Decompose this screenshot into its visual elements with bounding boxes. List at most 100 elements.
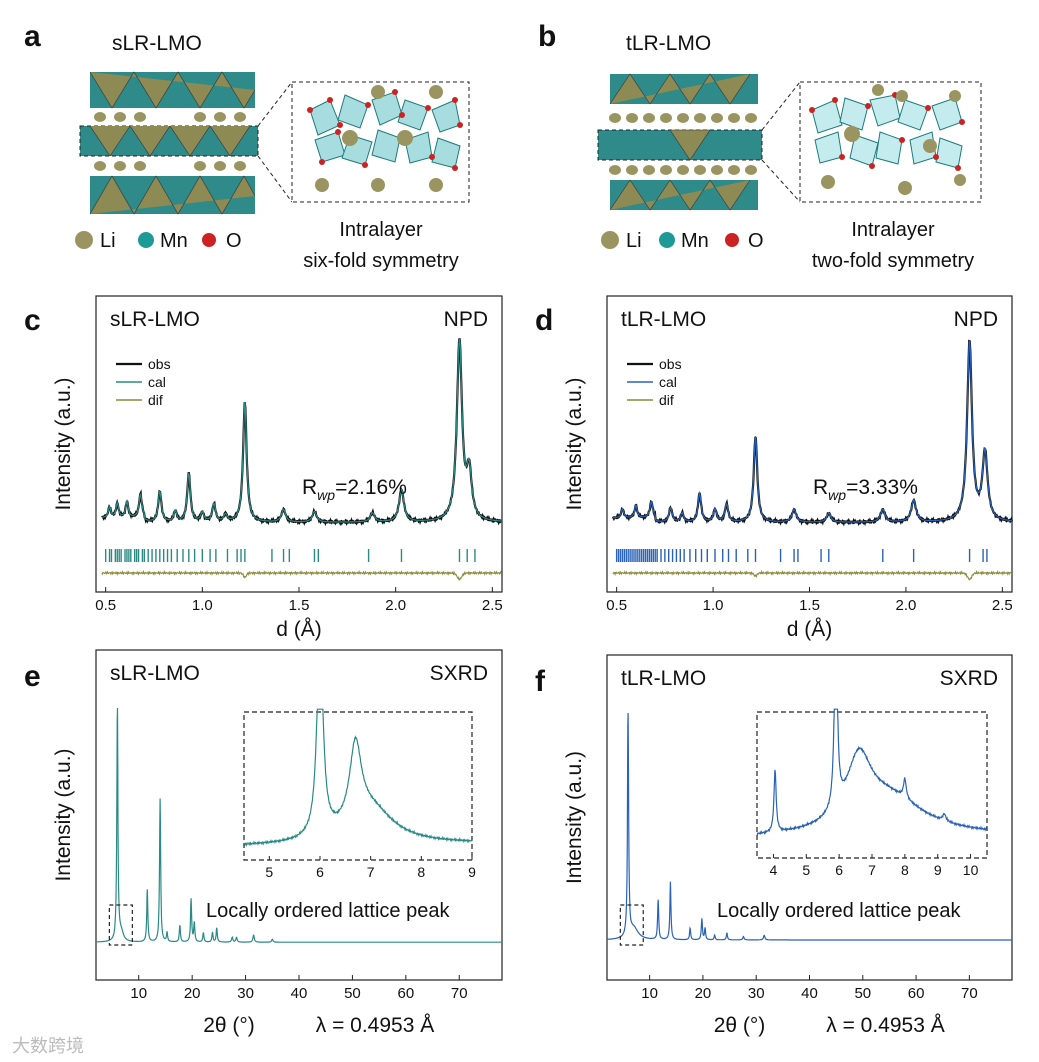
panel-a-caption-line2: six-fold symmetry: [303, 250, 459, 272]
panel-b-letter: b: [538, 20, 556, 53]
x-tick-label: 50: [854, 985, 871, 1002]
x-tick-label: 10: [641, 985, 658, 1002]
panel-e-letter: e: [24, 660, 41, 693]
x-tick-label: 1.0: [703, 597, 724, 614]
li-layer-atoms: [609, 113, 757, 175]
legend-label-dif: dif: [659, 392, 674, 408]
panel-b: b tLR-LMO: [538, 20, 982, 272]
inset-x-tick-label: 9: [934, 862, 942, 878]
x-tick-label: 50: [344, 985, 361, 1002]
inset-frame: [243, 711, 473, 861]
rwp-annotation: Rwp=2.16%: [302, 476, 407, 503]
x-axis-label: 2θ (°): [714, 1014, 766, 1037]
zoom-line-bottom: [257, 155, 293, 203]
y-axis-label: Intensity (a.u.): [563, 377, 586, 510]
locally-ordered-note: Locally ordered lattice peak: [206, 900, 450, 922]
inset-x-tick-label: 6: [835, 862, 843, 878]
legend-label-obs: obs: [148, 356, 171, 372]
inset-x-tick-label: 7: [367, 864, 375, 880]
legend-label-dif: dif: [148, 392, 163, 408]
panel-b-caption-line1: Intralayer: [851, 219, 935, 241]
watermark: 大数跨境: [12, 1036, 84, 1057]
mn-atom-icon: [138, 232, 154, 248]
x-tick-label: 2.0: [895, 597, 916, 614]
x-tick-label: 2.5: [482, 597, 503, 614]
inset-x-tick-label: 7: [868, 862, 876, 878]
inset-x-tick-label: 4: [770, 862, 778, 878]
y-axis-label: Intensity (a.u.): [52, 377, 75, 510]
panel-a-caption-line1: Intralayer: [339, 219, 423, 241]
series-sxrd: [607, 712, 1012, 941]
legend-mn: Mn: [681, 230, 709, 252]
x-axis-label: d (Å): [787, 618, 833, 641]
panel-a-crystal-structure: [79, 71, 259, 215]
rwp-annotation: Rwp=3.33%: [813, 476, 918, 503]
panel-a-six-fold-network: [307, 85, 463, 192]
inset-x-tick-label: 5: [265, 864, 273, 880]
panel-b-title: tLR-LMO: [626, 32, 711, 55]
mn-atom-icon: [659, 232, 675, 248]
panel-f-letter: f: [535, 665, 546, 698]
legend-li: Li: [626, 230, 642, 252]
panel-a-atom-legend: Li Mn O: [75, 230, 242, 252]
x-tick-label: 60: [908, 985, 925, 1002]
legend-li: Li: [100, 230, 116, 252]
panel-b-crystal-structure: [597, 73, 763, 211]
panel-b-caption-line2: two-fold symmetry: [812, 250, 974, 272]
series-cal: [101, 338, 503, 523]
x-tick-label: 1.5: [799, 597, 820, 614]
panel-a: a sLR-LMO: [24, 20, 470, 272]
low-angle-highlight-box: [108, 904, 133, 946]
low-angle-highlight-box: [619, 904, 644, 946]
chart-technique-title: NPD: [444, 308, 488, 331]
inset-series: [756, 708, 988, 836]
chart-e-sxrd-slr: 10 20 30 40 50 60 70 Intensity (a.u.) sLR-LMO SXR…: [52, 649, 503, 1037]
chart-sample-title: tLR-LMO: [621, 308, 706, 331]
li-atom-icon: [75, 231, 93, 249]
x-tick-label: 1.5: [289, 597, 310, 614]
x-tick-label: 40: [291, 985, 308, 1002]
wavelength-label: λ = 0.4953 Å: [826, 1014, 945, 1037]
legend-label-obs: obs: [659, 356, 682, 372]
x-tick-label: 70: [961, 985, 978, 1002]
plot-frame: [95, 295, 503, 593]
chart-sample-title: tLR-LMO: [621, 667, 706, 690]
legend-o: O: [226, 230, 242, 252]
series-cal: [612, 340, 1012, 523]
chart-d-npd-tlr: 0.5 1.0 1.5 2.0 2.5 Intensity (a.u.) tLR-LMO NP…: [563, 295, 1014, 641]
inset-x-tick-label: 10: [963, 862, 979, 878]
chart-sample-title: sLR-LMO: [110, 662, 200, 685]
inset-x-tick-label: 6: [316, 864, 324, 880]
series-dif: [612, 569, 1012, 581]
series-sxrd: [96, 707, 502, 943]
x-tick-label: 60: [397, 985, 414, 1002]
panel-a-letter: a: [24, 20, 41, 53]
inset-series: [243, 708, 473, 847]
inset-x-tick-label: 9: [468, 864, 476, 880]
zoom-line-top: [257, 81, 293, 127]
x-tick-label: 0.5: [606, 597, 627, 614]
panel-b-atom-legend: Li Mn O: [601, 230, 764, 252]
x-tick-label: 0.5: [95, 597, 116, 614]
x-axis-label: 2θ (°): [203, 1014, 255, 1037]
x-tick-label: 10: [130, 985, 147, 1002]
panel-c-letter: c: [24, 304, 41, 337]
inset-x-tick-label: 5: [802, 862, 810, 878]
legend-mn: Mn: [160, 230, 188, 252]
li-atom-icon: [601, 231, 619, 249]
zoom-line-top: [761, 81, 801, 131]
wavelength-label: λ = 0.4953 Å: [316, 1014, 435, 1037]
zoom-line-bottom: [761, 159, 801, 203]
x-tick-label: 20: [695, 985, 712, 1002]
plot-frame: [606, 295, 1013, 593]
panel-a-title: sLR-LMO: [112, 32, 202, 55]
x-tick-label: 2.0: [385, 597, 406, 614]
chart-f-sxrd-tlr: 10 20 30 40 50 60 70 Intensity (a.u.) tLR-LMO SXR…: [563, 654, 1013, 1037]
o-atom-icon: [725, 233, 739, 247]
legend-label-cal: cal: [659, 374, 677, 390]
series-dif: [101, 569, 503, 581]
x-tick-label: 2.5: [992, 597, 1013, 614]
chart-technique-title: SXRD: [940, 667, 998, 690]
inset-frame: [756, 711, 988, 859]
